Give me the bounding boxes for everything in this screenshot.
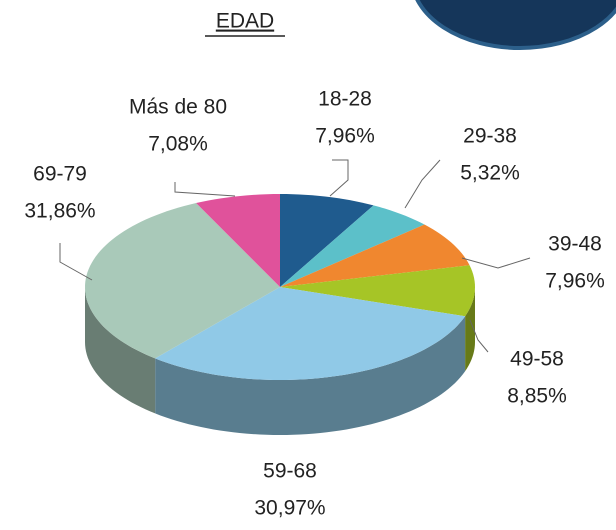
slice [280,194,374,287]
category-label: 49-58 [510,348,564,371]
category-label: 29-38 [463,125,517,148]
chart-title: EDAD [216,10,274,33]
value-label: 8,85% [507,385,567,408]
slice [280,224,470,287]
leader-line [174,182,236,197]
leader-line [469,319,489,353]
category-label: 39-48 [548,233,602,256]
category-label: 59-68 [263,460,317,483]
slice-side [465,287,475,372]
category-label: 69-79 [33,163,87,186]
value-label: 7,96% [545,270,605,293]
value-label: 7,08% [148,133,208,156]
category-label: Más de 80 [129,96,227,119]
slice-side [85,287,156,414]
leader-line [461,257,531,269]
slice [280,265,475,317]
category-label: 18-28 [318,88,372,111]
slice [155,287,466,380]
value-label: 5,32% [460,162,520,185]
slice-side [155,316,466,435]
value-label: 7,96% [315,125,375,148]
value-label: 31,86% [24,200,95,223]
slice [280,205,425,287]
decoration [415,0,616,50]
leader-line [404,159,441,209]
value-label: 30,97% [254,497,325,520]
slice [85,203,280,359]
leader-line [329,159,349,197]
leader-line [59,243,93,281]
slice [196,194,280,287]
